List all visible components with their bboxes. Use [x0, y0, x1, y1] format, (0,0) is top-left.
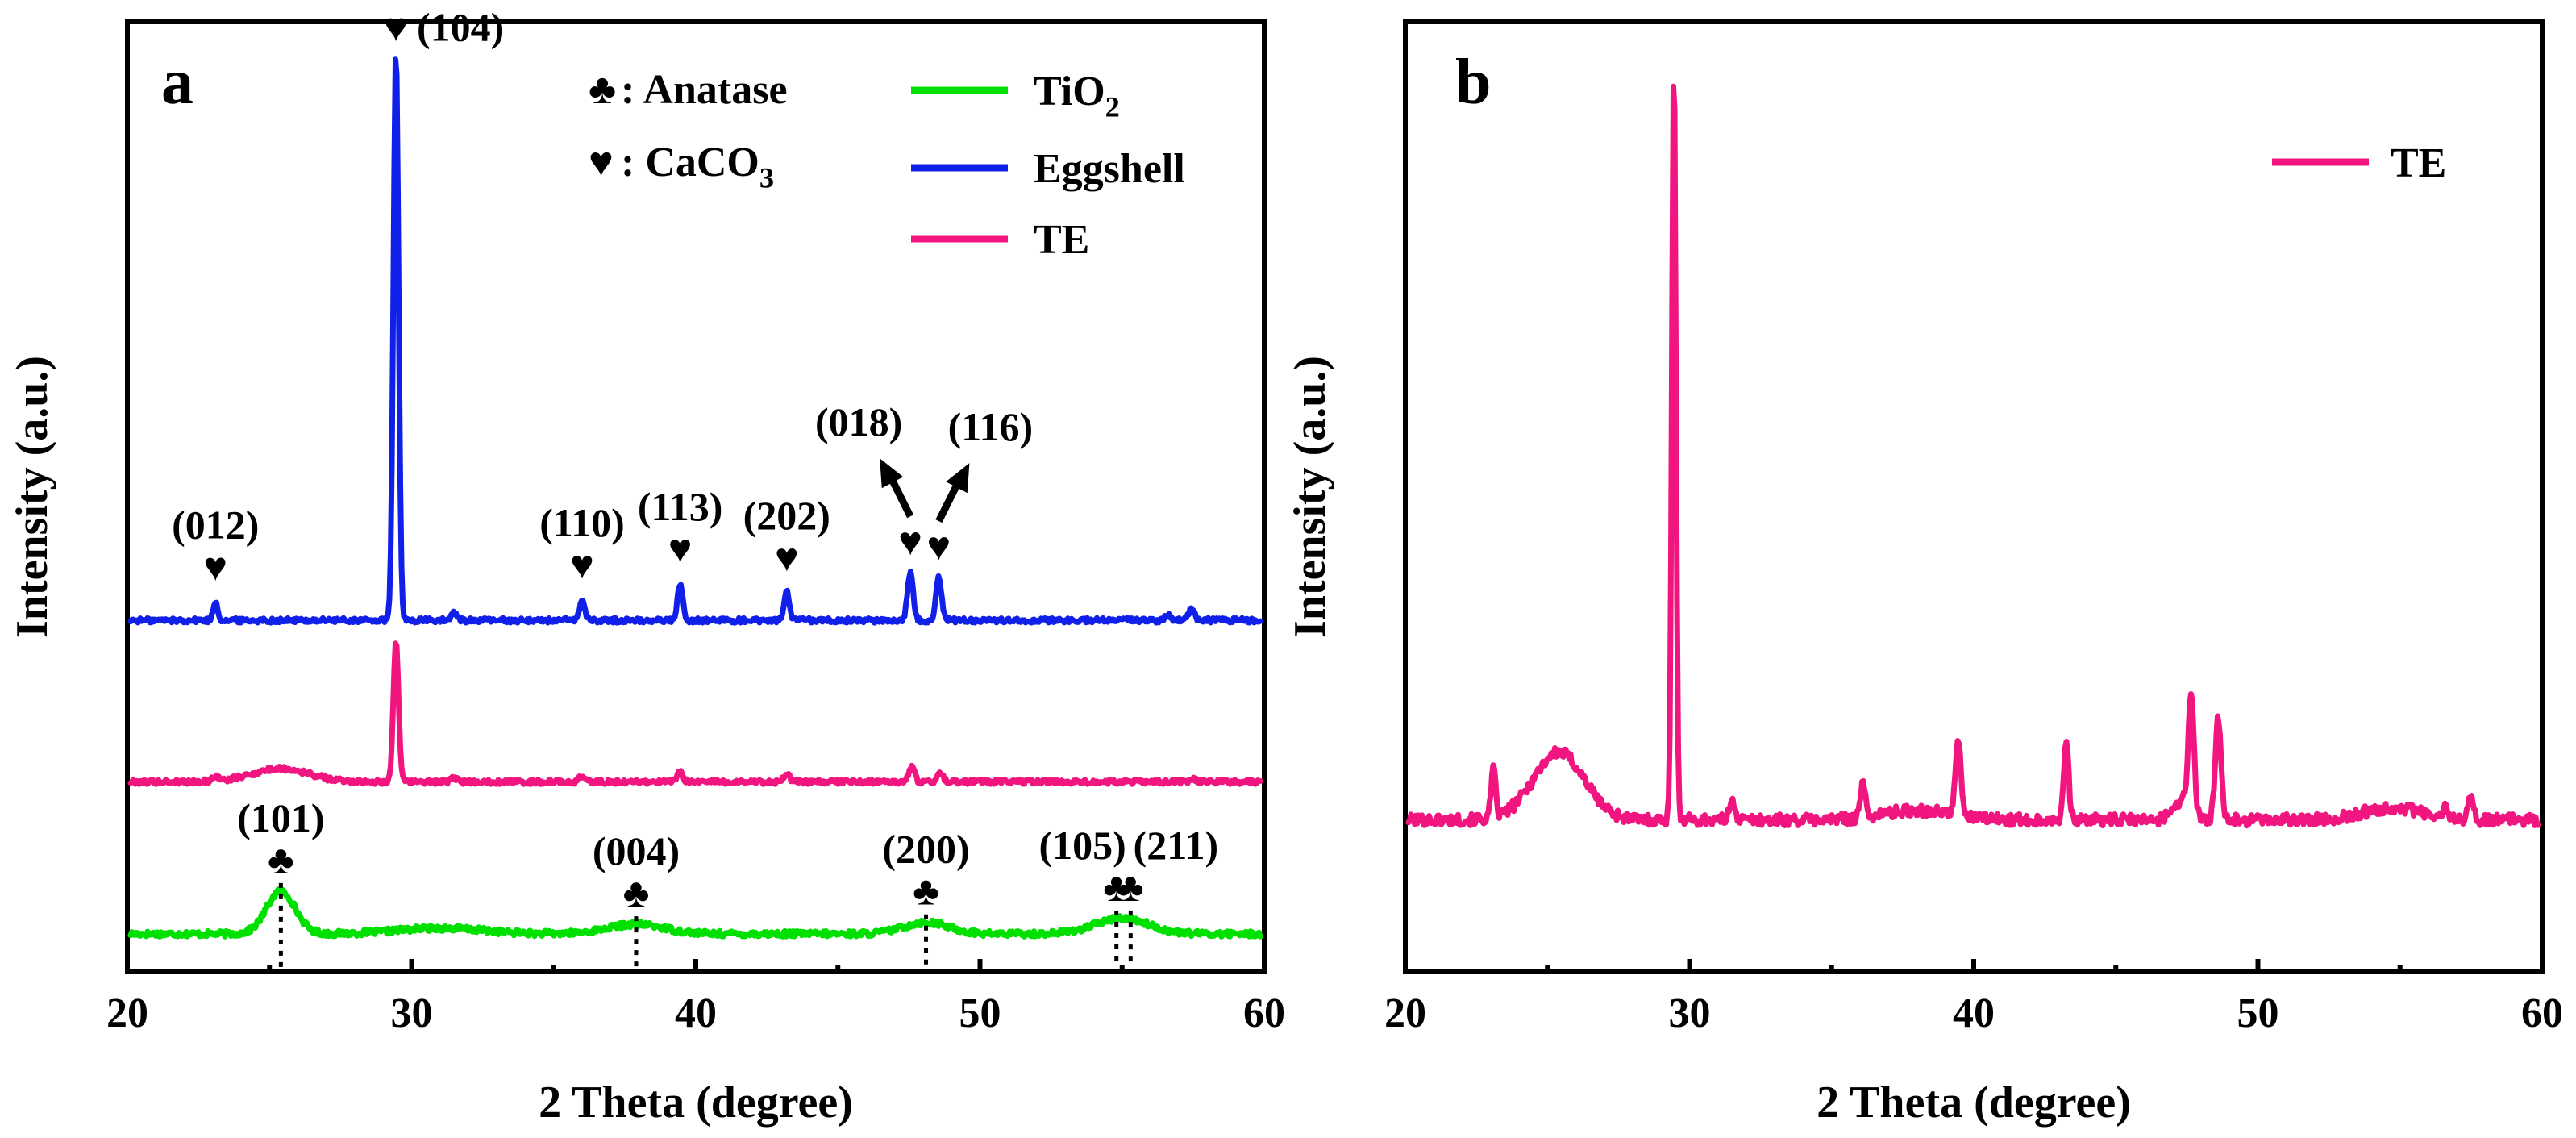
club-marker: ♣: [1103, 865, 1130, 910]
peak-label: (116): [948, 404, 1034, 449]
legend-label-eggshell: Eggshell: [1034, 146, 1185, 192]
x-tick-label: 60: [1243, 990, 1285, 1036]
club-marker: ♣: [913, 869, 939, 914]
panel-b-frame: [1403, 19, 2545, 974]
y-axis-label: Intensity (a.u.): [7, 356, 57, 638]
heart-marker: ♥: [668, 526, 693, 571]
x-tick-label: 20: [106, 990, 148, 1036]
heart-marker: ♥: [384, 4, 408, 49]
club-marker: ♣: [1117, 865, 1144, 910]
heart-marker: ♥: [927, 523, 951, 569]
x-axis-label: 2 Theta (degree): [1817, 1078, 2131, 1128]
x-tick-label: 30: [391, 990, 433, 1036]
series-tio2: [127, 886, 1263, 940]
x-tick-label: 40: [1953, 990, 1995, 1036]
peak-label: (105): [1039, 823, 1126, 868]
x-axis-label: 2 Theta (degree): [539, 1078, 853, 1128]
x-tick-label: 50: [959, 990, 1001, 1036]
x-tick-label: 40: [675, 990, 717, 1036]
peak-label: (200): [882, 827, 969, 872]
series-eggshell: [127, 56, 1263, 626]
y-axis-label: Intensity (a.u.): [1285, 356, 1335, 638]
legend-club-icon: ♣: [589, 67, 616, 113]
legend-label-te: TE: [1034, 217, 1089, 263]
series-te: [1405, 83, 2541, 829]
legend-a: ♣: Anatase♥: CaCO3 TiO2 Eggshell TE: [589, 67, 1185, 263]
peak-label: (104): [417, 4, 504, 49]
peak-label: (211): [1134, 823, 1219, 868]
heart-marker: ♥: [570, 542, 594, 587]
x-tick-label: 50: [2237, 990, 2279, 1036]
legend-label-te-main: TE: [1034, 217, 1089, 263]
series-te: [127, 640, 1263, 787]
peak-label: (101): [237, 795, 324, 840]
legend-label-tio2-sub: 2: [1105, 91, 1120, 123]
legend-caco3-label-sub: 3: [759, 162, 774, 194]
legend-caco3-label: : CaCO3: [621, 140, 774, 194]
heart-marker: ♥: [203, 544, 227, 590]
x-tick-label: 30: [1669, 990, 1711, 1036]
club-marker: ♣: [623, 870, 650, 915]
peak-label: (202): [743, 493, 830, 538]
legend-anatase-label: : Anatase: [621, 67, 788, 113]
legend-label-tio2: TiO2: [1034, 69, 1120, 123]
club-marker: ♣: [268, 837, 294, 882]
peak-label: (018): [815, 399, 902, 444]
panel-a: 20 30 40 50 60 2 Theta (degree) Intensity (a.u…: [7, 4, 1285, 1128]
heart-marker: ♥: [775, 535, 799, 580]
x-tick-label: 20: [1384, 990, 1426, 1036]
legend-label-te: TE: [2391, 140, 2446, 186]
legend-label-eggshell-main: Eggshell: [1034, 146, 1185, 192]
arrow-head: [946, 463, 970, 494]
peak-label: (110): [539, 500, 625, 545]
peak-label: (012): [172, 502, 259, 548]
legend-caco3-label-main: : CaCO: [621, 140, 759, 185]
panel-a-letter: a: [161, 47, 194, 118]
panel-b: 20 30 40 50 60 2 Theta (degree) Intensity (a.u…: [1285, 19, 2563, 1128]
heart-marker: ♥: [898, 519, 922, 564]
peak-label: (004): [593, 828, 680, 873]
peak-label: (113): [638, 484, 723, 529]
arrow-head: [880, 458, 904, 489]
legend-label-tio2-main: TiO: [1034, 69, 1105, 115]
legend-heart-icon: ♥: [589, 140, 614, 185]
x-tick-label: 60: [2521, 990, 2563, 1036]
panel-b-letter: b: [1455, 47, 1492, 118]
